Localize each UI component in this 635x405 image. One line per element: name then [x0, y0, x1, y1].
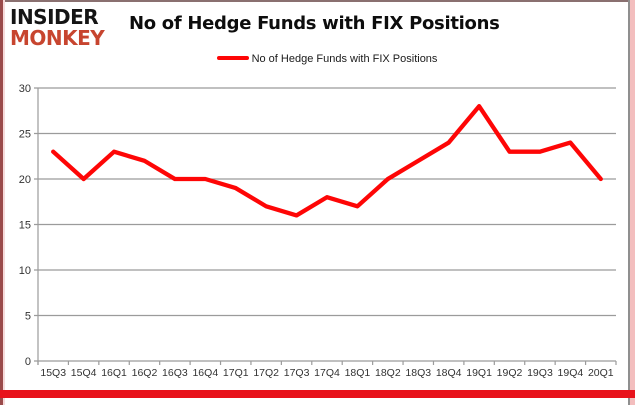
x-axis-tick-label: 19Q1: [466, 367, 492, 379]
y-axis-tick-label: 0: [25, 356, 31, 368]
data-line: [51, 104, 603, 218]
x-axis-tick-label: 18Q3: [405, 367, 431, 379]
x-axis-tick-label: 19Q4: [558, 367, 584, 379]
y-axis-tick-label: 30: [19, 83, 31, 95]
frame-border-right: [630, 0, 635, 405]
y-axis-tick-label: 10: [19, 265, 31, 277]
x-axis-tick-label: 19Q3: [527, 367, 553, 379]
bottom-red-bar: [0, 390, 635, 398]
x-axis-tick-label: 18Q4: [436, 367, 462, 379]
x-axis-tick-label: 15Q3: [40, 367, 66, 379]
insider-monkey-logo: INSIDER MONKEY: [10, 5, 105, 50]
y-axis-tick-label: 5: [25, 311, 31, 323]
x-axis-tick-label: 20Q1: [588, 367, 614, 379]
x-axis-tick-label: 17Q2: [253, 367, 279, 379]
x-axis-tick-label: 16Q4: [192, 367, 218, 379]
frame-border-right-line: [628, 0, 630, 405]
logo-line-monkey: MONKEY: [10, 26, 105, 50]
frame-border-left-highlight: [3, 0, 5, 405]
x-axis-tick-label: 19Q2: [497, 367, 523, 379]
y-axis-tick-label: 15: [19, 220, 31, 232]
y-axis-tick-label: 25: [19, 129, 31, 141]
x-axis-tick-label: 18Q2: [375, 367, 401, 379]
x-axis-tick-label: 17Q3: [284, 367, 310, 379]
logo-line-insider: INSIDER: [10, 5, 99, 29]
x-axis-tick-label: 16Q2: [132, 367, 158, 379]
chart-legend: No of Hedge Funds with FIX Positions: [38, 53, 616, 68]
x-axis-tick-label: 15Q4: [71, 367, 97, 379]
x-axis-tick-label: 18Q1: [345, 367, 371, 379]
x-axis-tick-label: 16Q1: [101, 367, 127, 379]
chart-title: No of Hedge Funds with FIX Positions: [129, 13, 500, 34]
y-axis-tick-label: 20: [19, 174, 31, 186]
frame-border-top: [0, 0, 635, 2]
x-axis-tick-label: 16Q3: [162, 367, 188, 379]
legend-label: No of Hedge Funds with FIX Positions: [251, 53, 438, 66]
x-axis-tick-label: 17Q4: [314, 367, 340, 379]
legend-line-marker: [216, 56, 249, 61]
x-axis-tick-label: 17Q1: [223, 367, 249, 379]
frame-border-left: [0, 0, 3, 405]
